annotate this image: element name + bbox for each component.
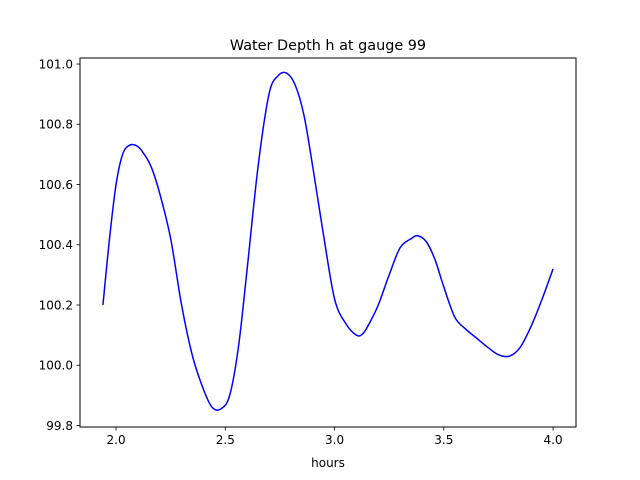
y-tick-label: 100.4 (39, 238, 73, 252)
plot-frame (79, 57, 577, 428)
x-tick-label: 3.0 (325, 433, 344, 447)
x-axis: 2.0 2.5 3.0 3.5 4.0 (107, 427, 563, 447)
x-tick-label: 3.5 (434, 433, 453, 447)
series-layer (102, 71, 554, 411)
y-tick-label: 99.8 (46, 419, 73, 433)
x-tick-label: 2.0 (107, 433, 126, 447)
chart-title: Water Depth h at gauge 99 (230, 38, 426, 54)
y-tick-label: 100.6 (39, 178, 73, 192)
x-tick-label: 2.5 (216, 433, 235, 447)
y-axis: 99.8 100.0 100.2 100.4 100.6 100.8 101.0 (39, 57, 80, 433)
y-tick-label: 100.2 (39, 298, 73, 312)
y-tick-label: 101.0 (39, 57, 73, 71)
x-axis-label: hours (311, 456, 345, 470)
y-tick-label: 100.0 (39, 359, 73, 373)
x-tick-label: 4.0 (544, 433, 563, 447)
y-tick-label: 100.8 (39, 118, 73, 132)
series-line-0 (102, 71, 554, 411)
